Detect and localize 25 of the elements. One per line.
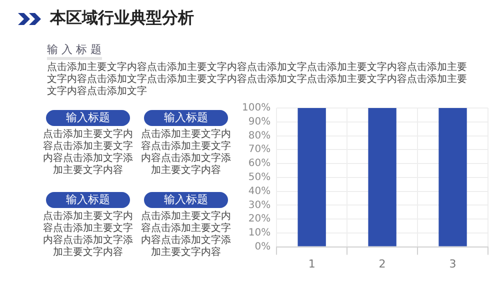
y-tick-label: 40%	[248, 186, 271, 197]
y-tick-label: 80%	[248, 130, 271, 142]
text: 输入标题	[46, 192, 130, 208]
text: 点击添加主要文字内容点击添加主要文字内容点击添加文字添加主要文字内容	[42, 211, 134, 259]
text: 点击添加主要文字内容点击添加主要文字内容点击添加文字点击添加主要文字内容点击添加主要文字内容点击添加文字点击添加主要文字内容点击添加文字点击添加主要文字内容点击添加主要文字内容点击添加文字	[47, 62, 467, 98]
y-tick-label: 0%	[254, 241, 271, 252]
text: 本区域行业典型分析	[50, 8, 194, 29]
x-tick-label: 1	[308, 257, 316, 270]
text: 输入标题	[144, 192, 228, 208]
text: 输入标题	[144, 110, 228, 126]
y-tick-label: 90%	[248, 116, 271, 128]
text: 点击添加主要文字内容点击添加主要文字内容点击添加文字添加主要文字内容	[42, 129, 134, 177]
text: 点击添加主要文字内容点击添加主要文字内容点击添加文字添加主要文字内容	[140, 211, 232, 259]
y-tick-label: 20%	[248, 214, 271, 225]
x-tick-label: 2	[378, 257, 386, 270]
y-tick-label: 10%	[248, 228, 271, 239]
y-tick-label: 70%	[248, 144, 271, 156]
text: 点击添加主要文字内容点击添加主要文字内容点击添加文字添加主要文字内容	[140, 129, 232, 177]
y-tick-label: 50%	[248, 172, 271, 183]
y-tick-label: 30%	[248, 200, 271, 211]
text: 输 入 标 题	[47, 42, 102, 60]
x-tick-label: 3	[449, 257, 456, 270]
text: 输入标题	[46, 110, 130, 126]
y-tick-label: 100%	[242, 102, 271, 114]
y-tick-label: 60%	[248, 158, 271, 170]
